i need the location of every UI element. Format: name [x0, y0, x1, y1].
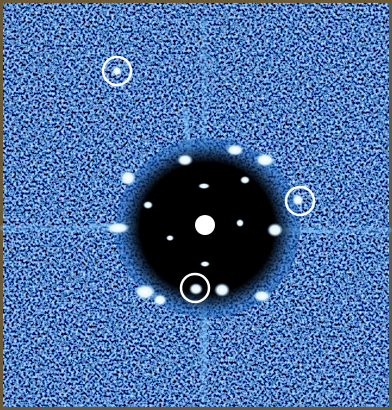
marker: [284, 185, 316, 217]
speckles: [106, 66, 304, 306]
marker-circles: [101, 55, 316, 304]
marker: [101, 55, 133, 87]
marker: [179, 272, 211, 304]
central-star: [195, 215, 215, 235]
